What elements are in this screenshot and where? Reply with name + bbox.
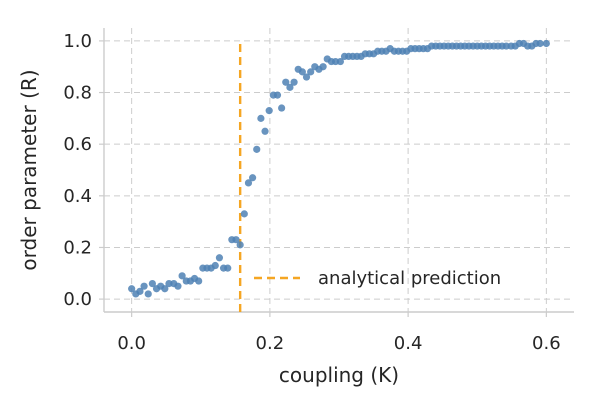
data-point xyxy=(290,78,298,86)
legend-label-prediction: analytical prediction xyxy=(318,268,501,289)
data-point xyxy=(302,73,311,81)
data-point xyxy=(144,290,152,298)
data-point xyxy=(307,68,315,76)
data-point xyxy=(232,236,240,244)
data-point xyxy=(278,104,286,112)
data-point xyxy=(240,210,248,218)
data-point xyxy=(542,39,550,48)
data-point xyxy=(178,272,186,280)
data-point xyxy=(253,145,261,153)
y-tick-label: 0.0 xyxy=(63,289,92,310)
data-point xyxy=(249,174,257,182)
legend: analytical prediction xyxy=(254,268,501,289)
data-point xyxy=(265,107,273,115)
ticks: 0.0 0.2 0.4 0.6 0.0 0.2 0.4 0.6 0.8 1.0 xyxy=(63,31,560,354)
data-point xyxy=(174,282,182,290)
data-point xyxy=(236,241,244,249)
x-tick-label: 0.2 xyxy=(256,333,285,354)
data-point xyxy=(195,277,203,285)
axes xyxy=(103,28,574,313)
data-point xyxy=(128,285,136,293)
data-point xyxy=(286,83,294,91)
data-point xyxy=(211,261,219,270)
data-point xyxy=(536,39,544,48)
y-axis-label: order parameter (R) xyxy=(17,69,41,270)
y-tick-label: 0.2 xyxy=(63,237,92,258)
y-tick-label: 1.0 xyxy=(63,31,92,52)
data-point xyxy=(215,254,224,262)
data-point xyxy=(161,285,169,293)
y-tick-label: 0.4 xyxy=(63,186,92,207)
y-tick-label: 0.6 xyxy=(63,134,92,155)
x-tick-label: 0.6 xyxy=(532,333,561,354)
data-point xyxy=(273,91,282,99)
x-tick-label: 0.0 xyxy=(117,333,146,354)
data-point xyxy=(224,264,232,272)
data-point xyxy=(244,179,253,187)
data-point xyxy=(336,57,344,66)
x-tick-label: 0.4 xyxy=(394,333,423,354)
x-axis-label: coupling (K) xyxy=(279,363,399,387)
y-tick-label: 0.8 xyxy=(63,83,92,104)
data-points xyxy=(128,39,550,298)
data-point xyxy=(282,78,290,86)
data-point xyxy=(298,68,306,76)
data-point xyxy=(319,63,327,71)
grid xyxy=(104,28,574,312)
data-point xyxy=(257,114,265,122)
data-point xyxy=(140,282,148,290)
data-point xyxy=(148,280,156,288)
data-point xyxy=(136,287,144,295)
data-point xyxy=(261,127,269,135)
